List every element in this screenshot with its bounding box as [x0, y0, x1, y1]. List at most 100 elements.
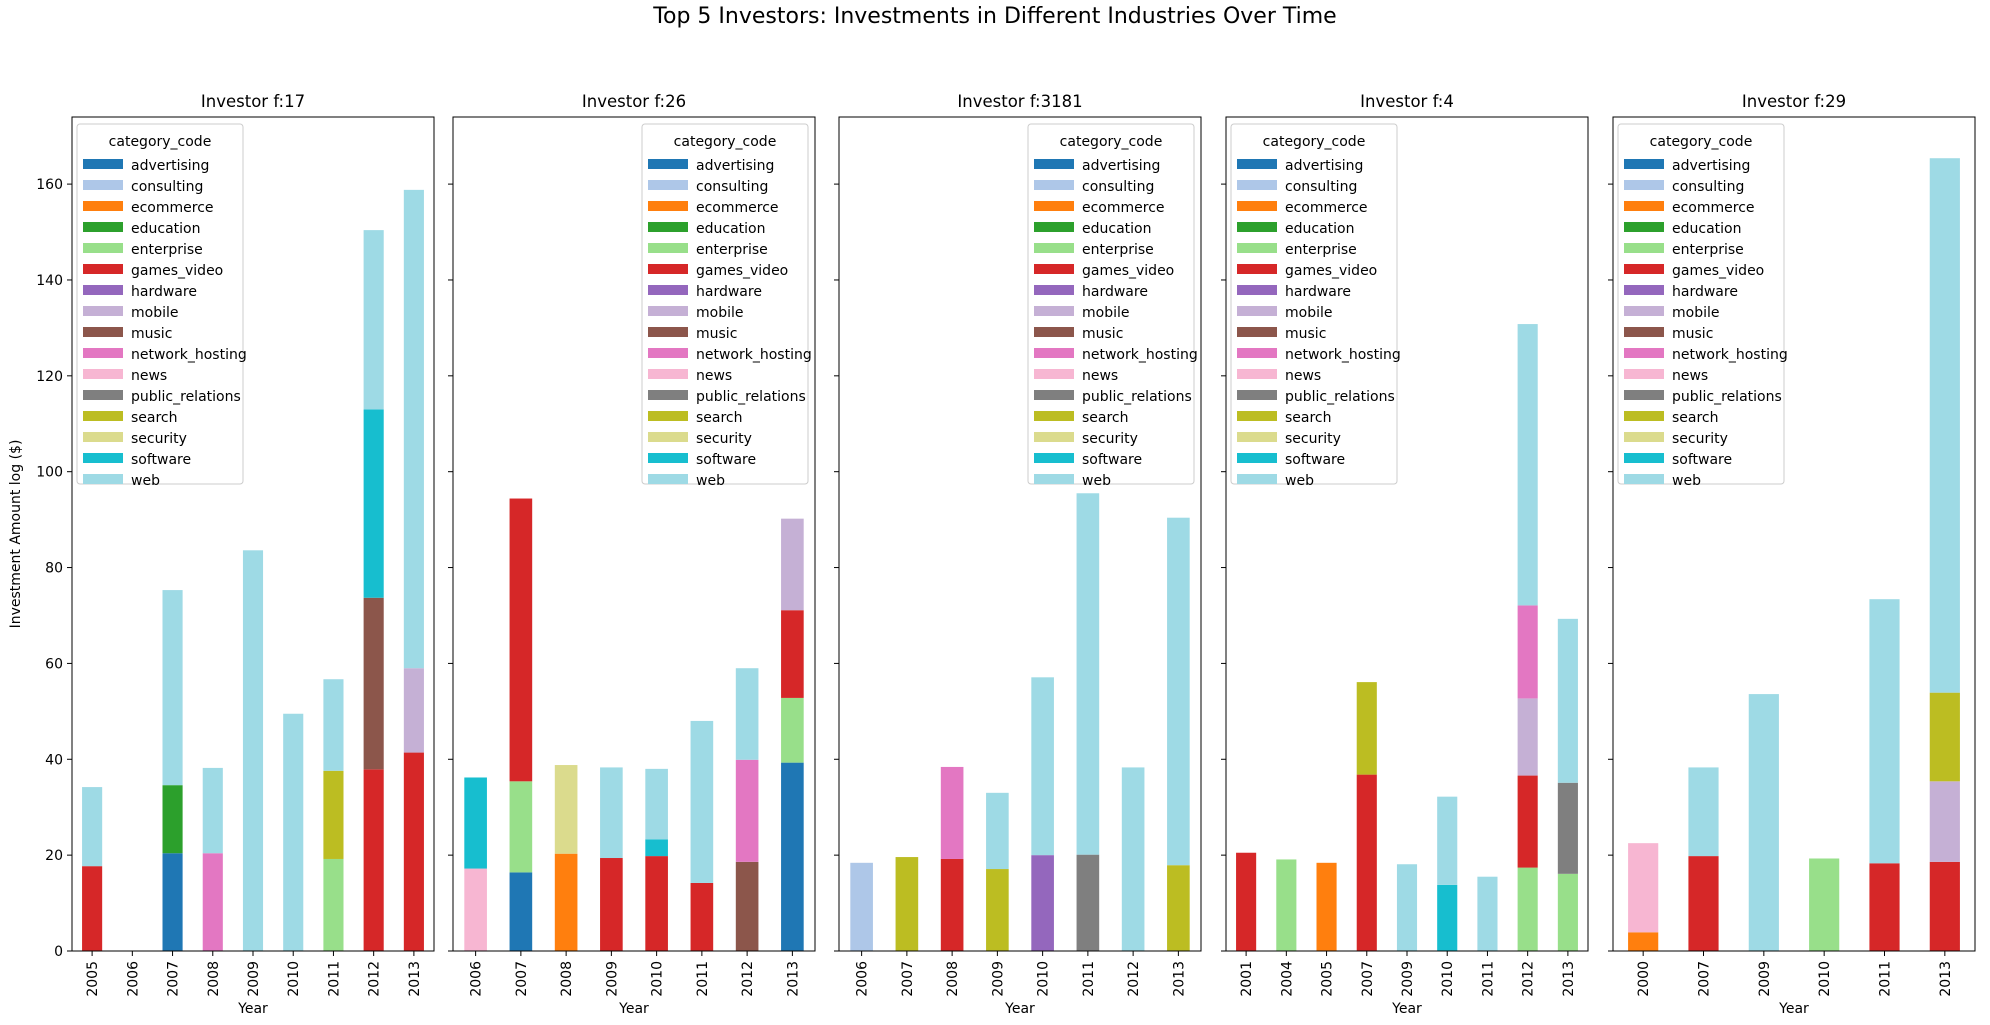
- bar-segment-advertising: [509, 872, 533, 951]
- legend-swatch-news: [1624, 369, 1664, 379]
- legend-swatch-enterprise: [83, 243, 123, 253]
- bar-segment-games_video: [781, 610, 804, 698]
- legend-swatch-advertising: [1624, 159, 1664, 169]
- legend-label-games_video: games_video: [131, 263, 223, 279]
- legend-label-consulting: consulting: [131, 179, 203, 195]
- legend-label-network_hosting: network_hosting: [131, 347, 247, 363]
- legend-box: [1027, 123, 1195, 485]
- legend-swatch-network_hosting: [1624, 348, 1664, 358]
- bar-segment-search: [1356, 682, 1377, 775]
- bar-segment-search: [986, 869, 1009, 951]
- legend-label-web: web: [1285, 473, 1314, 489]
- bar-segment-mobile: [781, 518, 804, 611]
- legend-swatch-music: [1624, 327, 1664, 337]
- x-tick-label: 2011: [1081, 961, 1097, 997]
- x-tick-label: 2007: [514, 961, 530, 997]
- bar-segment-music: [735, 861, 759, 951]
- axes-frame: [1612, 116, 1976, 952]
- legend-swatch-music: [648, 327, 688, 337]
- bar-segment-software: [645, 839, 668, 857]
- x-tick-label: 2008: [206, 961, 222, 997]
- bar-segment-web: [403, 189, 424, 669]
- legend-swatch-software: [648, 453, 688, 463]
- bar-segment-network_hosting: [1517, 605, 1538, 699]
- legend-swatch-ecommerce: [1034, 201, 1074, 211]
- legend-swatch-enterprise: [1237, 243, 1277, 253]
- legend-swatch-ecommerce: [648, 201, 688, 211]
- bar-segment-games_video: [1236, 852, 1257, 951]
- legend-label-hardware: hardware: [696, 284, 762, 300]
- legend-swatch-web: [1624, 474, 1664, 484]
- bar-segment-web: [735, 668, 759, 760]
- legend-label-software: software: [1285, 452, 1345, 468]
- y-tick-label: 80: [45, 561, 63, 577]
- bar-segment-mobile: [1929, 781, 1960, 862]
- legend-label-enterprise: enterprise: [1672, 242, 1744, 258]
- legend-swatch-enterprise: [1624, 243, 1664, 253]
- bar-segment-software: [464, 777, 487, 869]
- legend-label-web: web: [1672, 473, 1701, 489]
- x-tick-label: 2012: [1126, 961, 1142, 997]
- legend-label-security: security: [1082, 431, 1138, 447]
- bar-segment-games_video: [1688, 856, 1719, 951]
- bar-segment-mobile: [1517, 698, 1538, 776]
- legend-swatch-consulting: [1237, 180, 1277, 190]
- bar-segment-web: [1121, 767, 1145, 951]
- legend-swatch-software: [83, 453, 123, 463]
- x-tick-label: 2009: [1757, 961, 1773, 997]
- bar-segment-public_relations: [1557, 782, 1578, 874]
- legend-swatch-mobile: [648, 306, 688, 316]
- bar-segment-search: [1929, 692, 1960, 782]
- panel-title: Investor f:17: [201, 92, 305, 111]
- bar-segment-news: [464, 868, 487, 951]
- x-tick-label: 2009: [1400, 961, 1416, 997]
- legend-label-ecommerce: ecommerce: [1082, 200, 1165, 216]
- legend-swatch-mobile: [1624, 306, 1664, 316]
- bar-segment-games_video: [645, 856, 668, 951]
- legend-label-news: news: [1285, 368, 1321, 384]
- y-axis-label: Investment Amount log ($): [8, 440, 24, 629]
- bar-segment-games_video: [690, 882, 714, 951]
- legend-swatch-games_video: [648, 264, 688, 274]
- legend-swatch-advertising: [83, 159, 123, 169]
- legend-swatch-software: [1237, 453, 1277, 463]
- legend-swatch-network_hosting: [83, 348, 123, 358]
- legend-label-public_relations: public_relations: [1082, 389, 1192, 405]
- x-tick-label: 2011: [1480, 961, 1496, 997]
- axes-frame: [452, 116, 816, 952]
- x-tick-label: 2009: [604, 961, 620, 997]
- legend-label-public_relations: public_relations: [131, 389, 241, 405]
- bar-segment-advertising: [781, 762, 804, 951]
- legend-label-mobile: mobile: [131, 305, 178, 321]
- legend-swatch-mobile: [1237, 306, 1277, 316]
- bar-segment-search: [895, 857, 919, 951]
- bar-segment-games_video: [1517, 775, 1538, 868]
- legend-label-software: software: [131, 452, 191, 468]
- x-tick-label: 2007: [1360, 961, 1376, 997]
- legend-swatch-consulting: [1034, 180, 1074, 190]
- legend-box: [1617, 123, 1785, 485]
- x-tick-label: 2001: [1239, 961, 1255, 997]
- x-tick-label: 2007: [900, 961, 916, 997]
- legend-label-music: music: [1285, 326, 1326, 342]
- bar-segment-games_video: [82, 866, 103, 951]
- x-tick-label: 2008: [945, 961, 961, 997]
- legend-title: category_code: [1060, 134, 1163, 150]
- bar-segment-web: [1167, 517, 1190, 866]
- bar-segment-security: [554, 765, 578, 854]
- x-tick-label: 2005: [85, 961, 101, 997]
- bar-segment-web: [1076, 493, 1100, 855]
- legend-label-network_hosting: network_hosting: [1672, 347, 1788, 363]
- legend-swatch-music: [1237, 327, 1277, 337]
- panel-title: Investor f:26: [582, 92, 686, 111]
- bar-segment-public_relations: [1076, 854, 1100, 951]
- x-tick-label: 2009: [246, 961, 262, 997]
- x-tick-label: 2010: [1817, 961, 1833, 997]
- bar-segment-enterprise: [509, 781, 533, 873]
- x-tick-label: 2011: [1878, 961, 1894, 997]
- legend-title: category_code: [1263, 134, 1366, 150]
- legend-swatch-public_relations: [83, 390, 123, 400]
- bar-segment-network_hosting: [735, 759, 759, 862]
- bar-segment-web: [690, 720, 714, 883]
- legend-label-mobile: mobile: [1285, 305, 1332, 321]
